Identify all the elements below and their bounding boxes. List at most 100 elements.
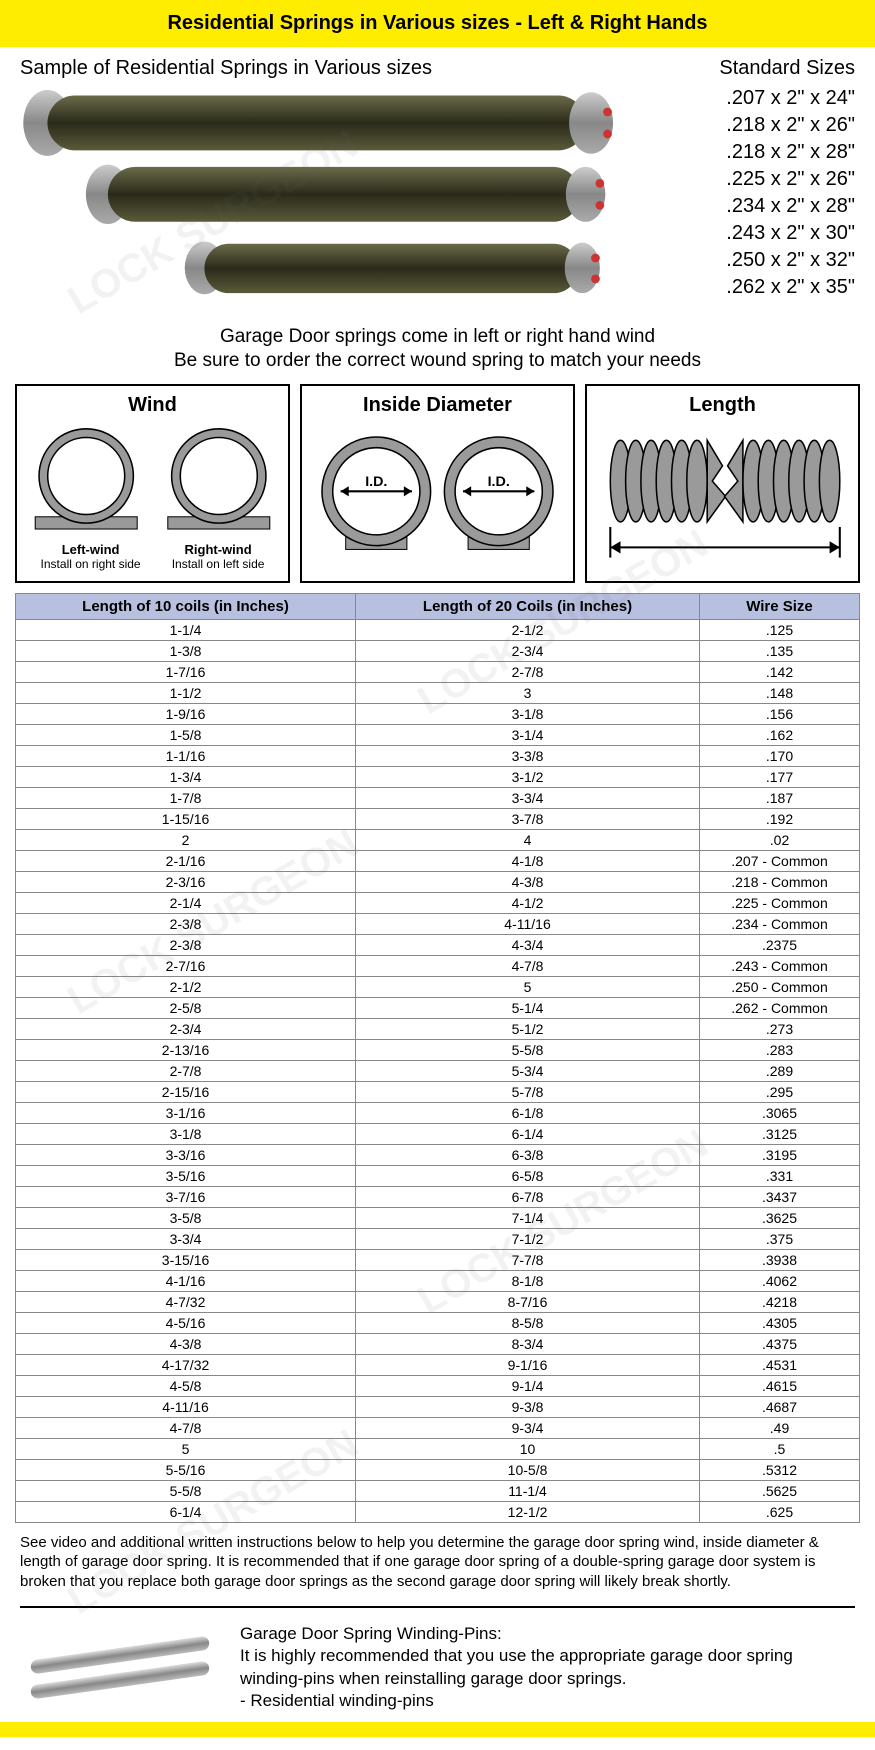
- footer-note: See video and additional written instruc…: [0, 1523, 875, 1602]
- table-cell: 4-1/2: [356, 892, 700, 913]
- table-cell: .375: [700, 1228, 860, 1249]
- table-cell: .3065: [700, 1102, 860, 1123]
- table-row: 1-5/83-1/4.162: [16, 724, 860, 745]
- table-row: 1-1/163-3/8.170: [16, 745, 860, 766]
- size-item: .262 x 2" x 35": [655, 274, 855, 301]
- table-cell: 1-1/4: [16, 619, 356, 640]
- table-cell: 3-1/8: [16, 1123, 356, 1144]
- size-item: .234 x 2" x 28": [655, 193, 855, 220]
- table-cell: 2-3/4: [16, 1018, 356, 1039]
- springs-caption: Sample of Residential Springs in Various…: [20, 57, 635, 80]
- diagrams-row: Wind Left-windInstall on right side Righ…: [0, 384, 875, 593]
- table-cell: 4-3/8: [356, 871, 700, 892]
- table-cell: 4-1/16: [16, 1270, 356, 1291]
- svg-text:I.D.: I.D.: [365, 474, 387, 490]
- table-cell: 10: [356, 1438, 700, 1459]
- size-item: .218 x 2" x 28": [655, 139, 855, 166]
- wind-diagram-title: Wind: [25, 394, 280, 417]
- table-row: 2-13/165-5/8.283: [16, 1039, 860, 1060]
- size-item: .225 x 2" x 26": [655, 166, 855, 193]
- table-cell: 11-1/4: [356, 1480, 700, 1501]
- yellow-footer: [0, 1722, 875, 1737]
- table-cell: 3-1/4: [356, 724, 700, 745]
- table-row: 510.5: [16, 1438, 860, 1459]
- wire-size-table: Length of 10 coils (in Inches)Length of …: [15, 593, 860, 1523]
- table-cell: 6-7/8: [356, 1186, 700, 1207]
- table-cell: 2-5/8: [16, 997, 356, 1018]
- table-cell: 12-1/2: [356, 1501, 700, 1522]
- table-cell: 3: [356, 682, 700, 703]
- size-item: .250 x 2" x 32": [655, 247, 855, 274]
- table-cell: .3125: [700, 1123, 860, 1144]
- table-cell: 2-3/8: [16, 913, 356, 934]
- size-item: .243 x 2" x 30": [655, 220, 855, 247]
- table-cell: 5: [356, 976, 700, 997]
- table-cell: .5: [700, 1438, 860, 1459]
- springs-sample: Sample of Residential Springs in Various…: [20, 57, 635, 315]
- table-row: 3-3/166-3/8.3195: [16, 1144, 860, 1165]
- table-row: 5-5/1610-5/8.5312: [16, 1459, 860, 1480]
- table-cell: .3195: [700, 1144, 860, 1165]
- table-cell: .177: [700, 766, 860, 787]
- table-cell: .3437: [700, 1186, 860, 1207]
- table-cell: 2-3/8: [16, 934, 356, 955]
- table-row: 2-1/164-1/8.207 - Common: [16, 850, 860, 871]
- table-cell: 2-3/4: [356, 640, 700, 661]
- table-row: 4-5/89-1/4.4615: [16, 1375, 860, 1396]
- table-row: 24.02: [16, 829, 860, 850]
- table-cell: 6-1/4: [16, 1501, 356, 1522]
- page-header: Residential Springs in Various sizes - L…: [0, 0, 875, 47]
- table-cell: .148: [700, 682, 860, 703]
- table-row: 2-3/164-3/8.218 - Common: [16, 871, 860, 892]
- table-cell: .125: [700, 619, 860, 640]
- winding-section: Garage Door Spring Winding-Pins: It is h…: [0, 1613, 875, 1721]
- table-cell: .5625: [700, 1480, 860, 1501]
- table-cell: 4-5/8: [16, 1375, 356, 1396]
- table-row: 1-1/23.148: [16, 682, 860, 703]
- table-cell: 4-3/8: [16, 1333, 356, 1354]
- table-cell: 3-3/8: [356, 745, 700, 766]
- table-cell: 4-3/4: [356, 934, 700, 955]
- table-cell: 2-7/16: [16, 955, 356, 976]
- table-row: 1-7/83-3/4.187: [16, 787, 860, 808]
- table-cell: 5-5/8: [16, 1480, 356, 1501]
- table-cell: 1-7/16: [16, 661, 356, 682]
- table-row: 1-1/42-1/2.125: [16, 619, 860, 640]
- table-cell: 4: [356, 829, 700, 850]
- wind-note-line2: Be sure to order the correct wound sprin…: [20, 349, 855, 374]
- table-cell: .156: [700, 703, 860, 724]
- svg-text:I.D.: I.D.: [488, 474, 510, 490]
- table-row: 4-3/88-3/4.4375: [16, 1333, 860, 1354]
- table-cell: 1-9/16: [16, 703, 356, 724]
- table-row: 3-5/87-1/4.3625: [16, 1207, 860, 1228]
- table-cell: 4-17/32: [16, 1354, 356, 1375]
- table-cell: .170: [700, 745, 860, 766]
- table-cell: .4687: [700, 1396, 860, 1417]
- wind-note-line1: Garage Door springs come in left or righ…: [20, 325, 855, 350]
- table-row: 1-15/163-7/8.192: [16, 808, 860, 829]
- table-cell: .135: [700, 640, 860, 661]
- table-cell: 6-1/4: [356, 1123, 700, 1144]
- table-cell: 3-3/4: [16, 1228, 356, 1249]
- table-cell: 3-3/4: [356, 787, 700, 808]
- table-cell: 4-5/16: [16, 1312, 356, 1333]
- table-row: 4-1/168-1/8.4062: [16, 1270, 860, 1291]
- table-cell: .02: [700, 829, 860, 850]
- table-row: 3-5/166-5/8.331: [16, 1165, 860, 1186]
- table-cell: 3-3/16: [16, 1144, 356, 1165]
- length-diagram: Length: [585, 384, 860, 583]
- table-row: 4-5/168-5/8.4305: [16, 1312, 860, 1333]
- table-cell: 2-13/16: [16, 1039, 356, 1060]
- table-cell: .250 - Common: [700, 976, 860, 997]
- table-cell: 3-5/16: [16, 1165, 356, 1186]
- table-cell: .4305: [700, 1312, 860, 1333]
- table-cell: 1-3/8: [16, 640, 356, 661]
- table-cell: 7-7/8: [356, 1249, 700, 1270]
- table-cell: 1-1/2: [16, 682, 356, 703]
- wind-note: Garage Door springs come in left or righ…: [0, 325, 875, 384]
- table-cell: .49: [700, 1417, 860, 1438]
- table-header: Length of 10 coils (in Inches): [16, 593, 356, 619]
- table-row: 4-7/328-7/16.4218: [16, 1291, 860, 1312]
- table-cell: 2-1/16: [16, 850, 356, 871]
- size-item: .207 x 2" x 24": [655, 85, 855, 112]
